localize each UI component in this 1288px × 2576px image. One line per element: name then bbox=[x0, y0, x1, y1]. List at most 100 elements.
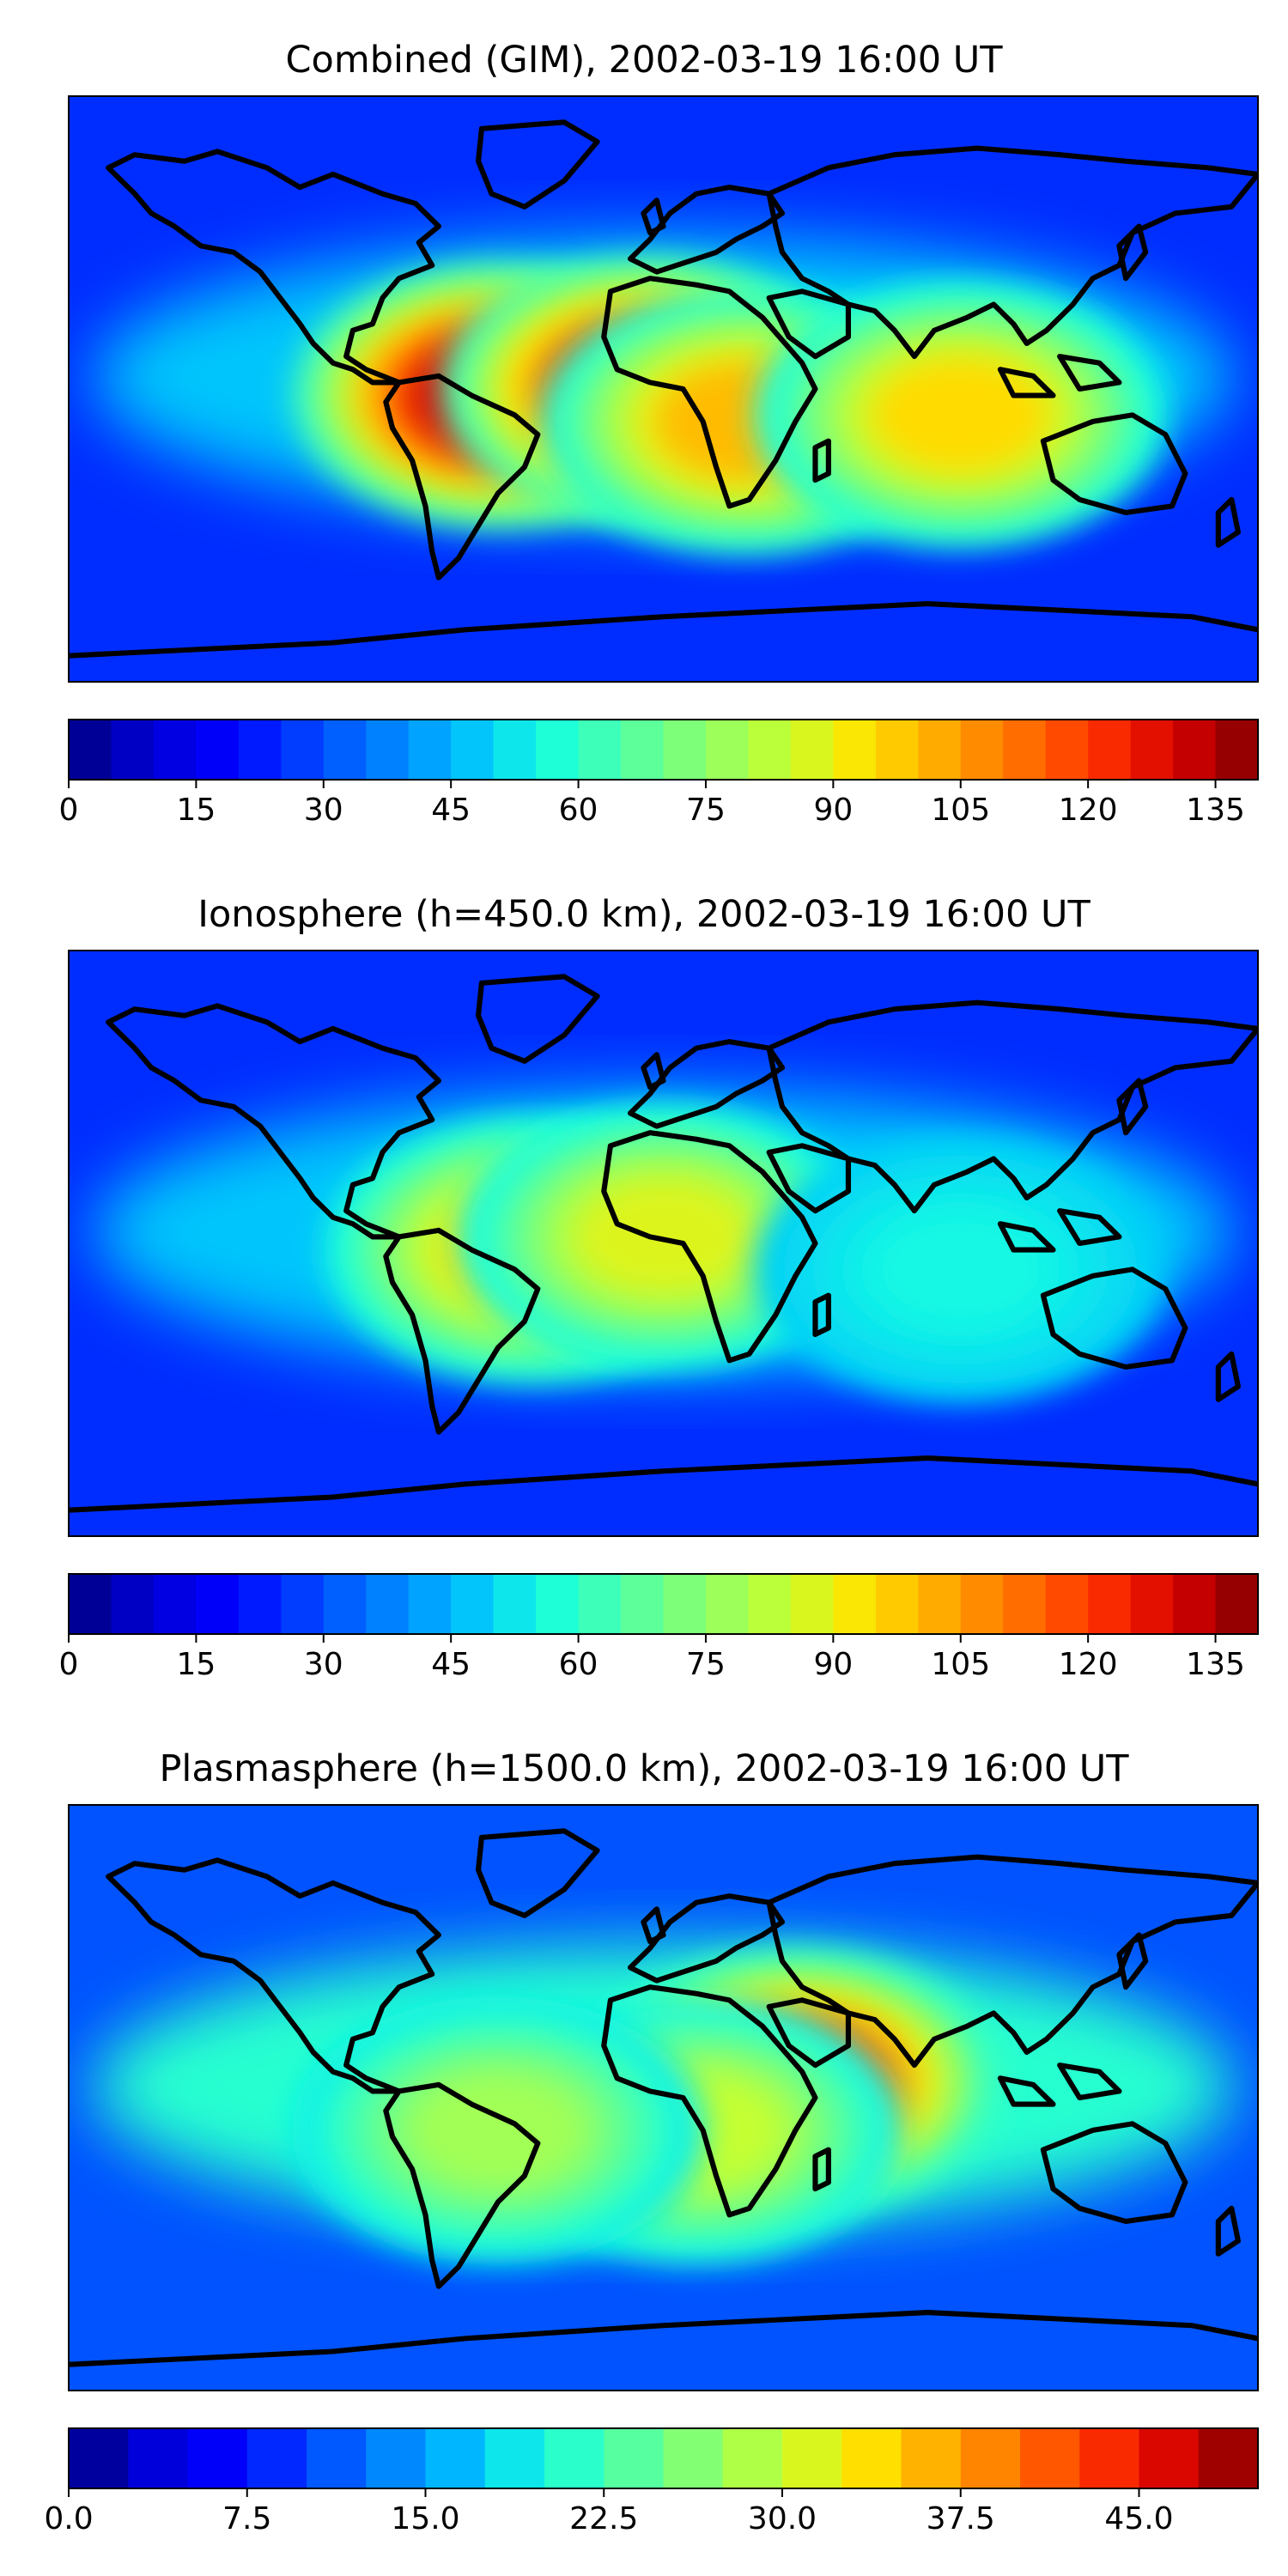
colorbar-segment bbox=[281, 1574, 325, 1634]
colorbar-segment bbox=[366, 1574, 410, 1634]
colorbar-tick-label: 0 bbox=[58, 1647, 79, 1682]
colorbar-segment bbox=[536, 1574, 580, 1634]
colorbar-tick-label: 30 bbox=[303, 1647, 343, 1682]
map-frame bbox=[68, 950, 1259, 1537]
colorbar-tick-label: 15.0 bbox=[391, 2501, 460, 2537]
colorbar-segment bbox=[748, 720, 792, 780]
colorbar-tick-label: 135 bbox=[1186, 1647, 1245, 1682]
hotspot-contour bbox=[871, 1212, 1050, 1327]
map-title-plasmasphere: Plasmasphere (h=1500.0 km), 2002-03-19 1… bbox=[159, 1747, 1129, 1790]
map-panel-ionosphere bbox=[68, 950, 1259, 1537]
colorbar-tick-label: 0 bbox=[58, 793, 79, 828]
colorbar-frame bbox=[68, 2427, 1259, 2489]
map-frame bbox=[68, 95, 1259, 683]
colorbar-segment bbox=[323, 1574, 367, 1634]
colorbar-segment bbox=[246, 2428, 307, 2488]
colorbar-tick-label: 75 bbox=[686, 793, 726, 828]
colorbar-segment bbox=[960, 2428, 1021, 2488]
colorbar-segment bbox=[408, 1574, 452, 1634]
colorbar-segment bbox=[604, 2428, 665, 2488]
colorbar-segment bbox=[1130, 720, 1174, 780]
map-frame bbox=[68, 1804, 1259, 2391]
colorbar-tick-label: 15 bbox=[176, 793, 216, 828]
colorbar-tick-label: 60 bbox=[558, 793, 598, 828]
colorbar-segment bbox=[451, 720, 495, 780]
colorbar-tick-label: 120 bbox=[1058, 1647, 1118, 1682]
colorbar-tick-label: 45 bbox=[431, 793, 471, 828]
colorbar-segment bbox=[153, 1574, 197, 1634]
colorbar-frame bbox=[68, 719, 1259, 781]
colorbar-tick-label: 15 bbox=[176, 1647, 216, 1682]
colorbar-segment bbox=[1003, 720, 1047, 780]
colorbar-segment bbox=[153, 720, 197, 780]
colorbar-segment bbox=[790, 720, 834, 780]
colorbar-segment bbox=[484, 2428, 545, 2488]
colorbar-segment bbox=[1173, 720, 1217, 780]
colorbar-segment bbox=[960, 720, 1004, 780]
colorbar-tick-label: 105 bbox=[931, 793, 991, 828]
colorbar-segment bbox=[187, 2428, 248, 2488]
colorbar-segment bbox=[1045, 720, 1089, 780]
colorbar-tick-label: 45 bbox=[431, 1647, 471, 1682]
colorbar-segment bbox=[663, 1574, 707, 1634]
map-panel-plasmasphere bbox=[68, 1804, 1259, 2391]
colorbar-segment bbox=[705, 1574, 750, 1634]
colorbar-segment bbox=[663, 720, 707, 780]
colorbar-segment bbox=[1045, 1574, 1089, 1634]
colorbar-segment bbox=[833, 1574, 877, 1634]
colorbar-tick-label: 90 bbox=[813, 1647, 854, 1682]
colorbar-tick-label: 105 bbox=[931, 1647, 991, 1682]
colorbar-segment bbox=[621, 1574, 665, 1634]
colorbar-segment bbox=[875, 1574, 919, 1634]
map-title-combined: Combined (GIM), 2002-03-19 16:00 UT bbox=[285, 39, 1003, 82]
colorbar-segment bbox=[281, 720, 325, 780]
colorbar-segment bbox=[307, 2428, 367, 2488]
colorbar-segment bbox=[621, 720, 665, 780]
colorbar-segment bbox=[722, 2428, 783, 2488]
colorbar-segment bbox=[875, 720, 919, 780]
colorbar-segment bbox=[1088, 1574, 1132, 1634]
colorbar-segment bbox=[1003, 1574, 1047, 1634]
colorbar-tick-label: 30 bbox=[303, 793, 343, 828]
colorbar-segment bbox=[69, 1574, 112, 1634]
colorbar-segment bbox=[536, 720, 580, 780]
colorbar-segment bbox=[1215, 720, 1259, 780]
colorbar-segment bbox=[663, 2428, 724, 2488]
colorbar-tick-label: 37.5 bbox=[926, 2501, 995, 2537]
colorbar-segment bbox=[69, 2428, 129, 2488]
colorbar-segment bbox=[1173, 1574, 1217, 1634]
colorbar-segment bbox=[128, 2428, 189, 2488]
colorbar-segment bbox=[578, 1574, 622, 1634]
colorbar-segment bbox=[111, 720, 155, 780]
colorbar-segment bbox=[238, 720, 282, 780]
colorbar-segment bbox=[366, 720, 410, 780]
colorbar-segment bbox=[841, 2428, 902, 2488]
colorbar-segment bbox=[366, 2428, 427, 2488]
hotspot-contour bbox=[409, 2072, 588, 2188]
hotspot-contour bbox=[871, 357, 1050, 473]
colorbar-segment bbox=[408, 720, 452, 780]
colorbar-tick-label: 0.0 bbox=[44, 2501, 94, 2537]
colorbar-tick-label: 75 bbox=[686, 1647, 726, 1682]
colorbar-segment bbox=[238, 1574, 282, 1634]
colorbar-segment bbox=[1088, 720, 1132, 780]
colorbar-tick-label: 30.0 bbox=[747, 2501, 817, 2537]
colorbar-segment bbox=[1139, 2428, 1200, 2488]
colorbar-segment bbox=[790, 1574, 834, 1634]
colorbar-tick-label: 120 bbox=[1058, 793, 1118, 828]
colorbar-segment bbox=[493, 720, 537, 780]
colorbar-segment bbox=[833, 720, 877, 780]
colorbar-segment bbox=[196, 1574, 240, 1634]
colorbar-tick-label: 7.5 bbox=[222, 2501, 272, 2537]
colorbar-segment bbox=[323, 720, 367, 780]
colorbar-segment bbox=[1198, 2428, 1259, 2488]
colorbar-tick-label: 45.0 bbox=[1104, 2501, 1174, 2537]
map-panel-combined bbox=[68, 95, 1259, 683]
colorbar-segment bbox=[918, 1574, 962, 1634]
colorbar-tick-label: 135 bbox=[1186, 793, 1245, 828]
colorbar-combined bbox=[68, 719, 1259, 788]
colorbar-tick-label: 22.5 bbox=[569, 2501, 639, 2537]
colorbar-segment bbox=[196, 720, 240, 780]
colorbar-segment bbox=[1079, 2428, 1140, 2488]
